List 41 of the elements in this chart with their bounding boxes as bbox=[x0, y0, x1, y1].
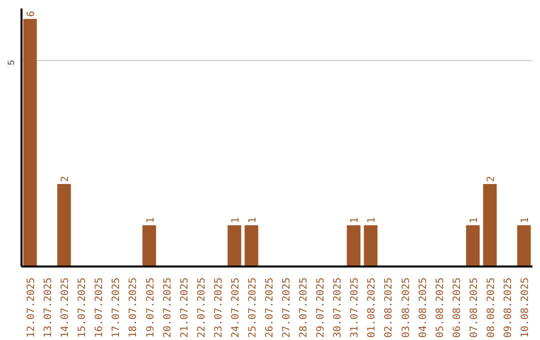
x-tick-label: 01.08.2025 bbox=[366, 277, 378, 338]
x-tick-label: 24.07.2025 bbox=[230, 277, 242, 338]
x-tick-label: 13.07.2025 bbox=[43, 277, 54, 338]
x-tick-label: 03.08.2025 bbox=[400, 277, 412, 338]
data-label: 1 bbox=[230, 217, 242, 224]
data-label: 1 bbox=[145, 217, 156, 224]
x-tick-label: 30.07.2025 bbox=[332, 277, 344, 338]
x-tick-label: 02.08.2025 bbox=[384, 277, 395, 338]
data-label: 6 bbox=[26, 10, 38, 17]
x-tick-label: 18.07.2025 bbox=[128, 277, 140, 338]
x-tick-label: 06.08.2025 bbox=[452, 277, 463, 338]
x-tick-label: 04.08.2025 bbox=[418, 277, 429, 338]
x-tick-label: 25.07.2025 bbox=[247, 277, 258, 338]
x-tick-label: 17.07.2025 bbox=[111, 277, 122, 338]
x-tick-label: 22.07.2025 bbox=[196, 277, 208, 338]
data-label: 1 bbox=[247, 217, 258, 224]
x-tick-label: 26.07.2025 bbox=[264, 277, 276, 338]
x-tick-label: 27.07.2025 bbox=[282, 277, 293, 338]
x-tick-label: 14.07.2025 bbox=[60, 277, 72, 338]
x-tick-label: 21.07.2025 bbox=[179, 277, 190, 338]
x-tick-label: 12.07.2025 bbox=[26, 277, 38, 338]
x-tick-label: 05.08.2025 bbox=[434, 277, 446, 338]
x-tick-label: 09.08.2025 bbox=[502, 277, 514, 338]
x-tick-label: 31.07.2025 bbox=[350, 277, 361, 338]
x-tick-label: 08.08.2025 bbox=[486, 277, 497, 338]
data-label: 1 bbox=[520, 217, 531, 224]
x-tick-label: 29.07.2025 bbox=[316, 277, 327, 338]
x-tick-label: 16.07.2025 bbox=[94, 277, 106, 338]
data-label: 1 bbox=[468, 217, 480, 224]
x-tick-label: 19.07.2025 bbox=[145, 277, 156, 338]
x-tick-label: 15.07.2025 bbox=[77, 277, 88, 338]
x-tick-label: 07.08.2025 bbox=[468, 277, 480, 338]
data-label: 2 bbox=[486, 176, 497, 182]
x-tick-label: 20.07.2025 bbox=[162, 277, 174, 338]
data-label: 1 bbox=[366, 217, 378, 224]
data-label: 2 bbox=[60, 176, 72, 182]
data-label: 1 bbox=[350, 217, 361, 224]
x-tick-label: 23.07.2025 bbox=[213, 277, 224, 338]
x-tick-label: 10.08.2025 bbox=[520, 277, 531, 338]
x-tick-label: 28.07.2025 bbox=[298, 277, 310, 338]
y-tick-label: 5 bbox=[6, 60, 16, 66]
